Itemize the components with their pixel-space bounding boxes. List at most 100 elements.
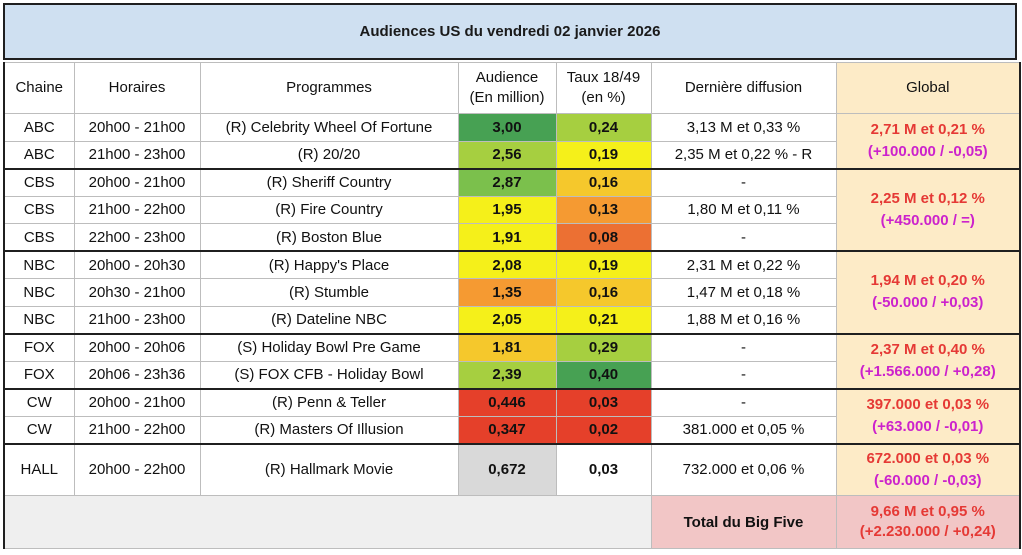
table-row: CBS 20h00 - 21h00 (R) Sheriff Country 2,… bbox=[3, 167, 1021, 252]
cell-horaires: 21h00 - 23h00 bbox=[73, 305, 201, 334]
cell-audience: 0,446 bbox=[457, 387, 557, 417]
cell-programme: (R) Fire Country bbox=[199, 195, 459, 224]
cell-taux: 0,24 bbox=[555, 113, 652, 142]
cell-chaine: CW bbox=[3, 387, 75, 417]
header-taux: Taux 18/49 (en %) bbox=[555, 62, 652, 114]
table-row: NBC 20h30 - 21h00 (R) Stumble 1,35 0,16 … bbox=[3, 278, 1020, 307]
cell-horaires: 20h00 - 20h06 bbox=[73, 332, 201, 362]
audience-table: Chaine Horaires Programmes Audience (En m… bbox=[3, 62, 1021, 549]
cell-chaine: CW bbox=[3, 415, 75, 444]
total-delta: (+2.230.000 / +0,24) bbox=[859, 523, 996, 540]
table-row: CBS 22h00 - 23h00 (R) Boston Blue 1,91 0… bbox=[3, 223, 1020, 252]
cell-audience: 2,39 bbox=[457, 360, 557, 389]
cell-chaine: NBC bbox=[3, 250, 75, 279]
footer-row: Total du Big Five 9,66 M et 0,95 % (+2.2… bbox=[3, 495, 1021, 549]
cell-taux: 0,02 bbox=[555, 415, 652, 444]
cell-programme: (R) Penn & Teller bbox=[199, 387, 459, 417]
header-taux-line1: Taux 18/49 bbox=[566, 69, 641, 86]
cell-derniere: 381.000 et 0,05 % bbox=[650, 415, 837, 444]
cell-horaires: 22h00 - 23h00 bbox=[73, 223, 201, 252]
total-main: 9,66 M et 0,95 % bbox=[870, 503, 985, 520]
cell-derniere: - bbox=[650, 387, 837, 417]
cell-global: 397.000 et 0,03 % (+63.000 / -0,01) bbox=[835, 387, 1021, 444]
cell-taux: 0,19 bbox=[555, 140, 652, 169]
global-delta: (-50.000 / +0,03) bbox=[872, 294, 984, 312]
cell-derniere: - bbox=[650, 167, 837, 197]
total-label: Total du Big Five bbox=[650, 495, 837, 549]
cell-global: 1,94 M et 0,20 % (-50.000 / +0,03) bbox=[835, 250, 1021, 334]
cell-horaires: 20h00 - 21h00 bbox=[73, 167, 201, 197]
cell-taux: 0,21 bbox=[555, 305, 652, 334]
cell-programme: (R) Sheriff Country bbox=[199, 167, 459, 197]
cell-global: 2,37 M et 0,40 % (+1.566.000 / +0,28) bbox=[835, 332, 1021, 389]
cell-programme: (R) Happy's Place bbox=[199, 250, 459, 279]
global-delta: (+1.566.000 / +0,28) bbox=[859, 363, 996, 380]
header-audience: Audience (En million) bbox=[457, 62, 557, 114]
cell-programme: (R) Celebrity Wheel Of Fortune bbox=[199, 113, 459, 142]
cell-chaine: NBC bbox=[3, 305, 75, 334]
global-main: 2,25 M et 0,12 % bbox=[870, 189, 985, 207]
footer-blank bbox=[3, 495, 652, 549]
cell-audience: 1,95 bbox=[457, 195, 557, 224]
global-main: 672.000 et 0,03 % bbox=[866, 449, 990, 467]
table-row: NBC 20h00 - 20h30 (R) Happy's Place 2,08… bbox=[3, 250, 1021, 334]
global-main: 397.000 et 0,03 % bbox=[866, 396, 990, 413]
cell-audience: 2,56 bbox=[457, 140, 557, 169]
header-taux-line2: (en %) bbox=[581, 89, 626, 106]
header-programmes: Programmes bbox=[199, 62, 459, 114]
header-row: Chaine Horaires Programmes Audience (En m… bbox=[3, 62, 1021, 114]
cell-programme: (R) Masters Of Illusion bbox=[199, 415, 459, 444]
table-row: ABC 21h00 - 23h00 (R) 20/20 2,56 0,19 2,… bbox=[3, 140, 1020, 169]
header-audience-line2: (En million) bbox=[469, 89, 545, 106]
cell-taux: 0,29 bbox=[555, 332, 652, 362]
table-row: CW 21h00 - 22h00 (R) Masters Of Illusion… bbox=[3, 415, 1020, 444]
cell-chaine: CBS bbox=[3, 195, 75, 224]
cell-taux: 0,16 bbox=[555, 167, 652, 197]
cell-global: 2,25 M et 0,12 % (+450.000 / =) bbox=[835, 167, 1021, 252]
cell-chaine: ABC bbox=[3, 140, 75, 169]
table-row: ABC 20h00 - 21h00 (R) Celebrity Wheel Of… bbox=[3, 113, 1021, 169]
cell-audience: 3,00 bbox=[457, 113, 557, 142]
cell-programme: (R) Boston Blue bbox=[199, 223, 459, 252]
cell-programme: (R) Dateline NBC bbox=[199, 305, 459, 334]
table-row: CW 20h00 - 21h00 (R) Penn & Teller 0,446… bbox=[3, 387, 1021, 444]
cell-derniere: 1,47 M et 0,18 % bbox=[650, 278, 837, 307]
cell-chaine: HALL bbox=[3, 442, 75, 496]
global-main: 1,94 M et 0,20 % bbox=[870, 272, 985, 290]
cell-chaine: CBS bbox=[3, 223, 75, 252]
cell-global: 2,71 M et 0,21 % (+100.000 / -0,05) bbox=[835, 113, 1021, 169]
cell-horaires: 20h00 - 21h00 bbox=[73, 113, 201, 142]
report-title: Audiences US du vendredi 02 janvier 2026 bbox=[3, 3, 1017, 60]
cell-audience: 1,91 bbox=[457, 223, 557, 252]
cell-audience: 1,35 bbox=[457, 278, 557, 307]
table-row: CBS 21h00 - 22h00 (R) Fire Country 1,95 … bbox=[3, 195, 1020, 224]
cell-taux: 0,19 bbox=[555, 250, 652, 279]
global-main: 2,71 M et 0,21 % bbox=[870, 120, 985, 138]
cell-derniere: 2,35 M et 0,22 % - R bbox=[650, 140, 837, 169]
cell-horaires: 20h00 - 21h00 bbox=[73, 387, 201, 417]
header-chaine: Chaine bbox=[3, 62, 75, 114]
cell-horaires: 21h00 - 22h00 bbox=[73, 415, 201, 444]
cell-taux: 0,03 bbox=[555, 387, 652, 417]
cell-chaine: ABC bbox=[3, 113, 75, 142]
cell-horaires: 20h06 - 23h36 bbox=[73, 360, 201, 389]
header-global: Global bbox=[835, 62, 1021, 114]
cell-chaine: FOX bbox=[3, 360, 75, 389]
global-delta: (-60.000 / -0,03) bbox=[873, 471, 982, 489]
cell-taux: 0,40 bbox=[555, 360, 652, 389]
cell-taux: 0,16 bbox=[555, 278, 652, 307]
cell-programme: (R) 20/20 bbox=[199, 140, 459, 169]
cell-chaine: CBS bbox=[3, 167, 75, 197]
cell-audience: 2,05 bbox=[457, 305, 557, 334]
global-delta: (+450.000 / =) bbox=[880, 211, 975, 229]
cell-derniere: 2,31 M et 0,22 % bbox=[650, 250, 837, 279]
cell-horaires: 20h30 - 21h00 bbox=[73, 278, 201, 307]
cell-audience: 2,08 bbox=[457, 250, 557, 279]
cell-audience: 1,81 bbox=[457, 332, 557, 362]
header-derniere: Dernière diffusion bbox=[650, 62, 837, 114]
cell-derniere: - bbox=[650, 360, 837, 389]
cell-audience: 2,87 bbox=[457, 167, 557, 197]
cell-derniere: - bbox=[650, 332, 837, 362]
cell-audience: 0,672 bbox=[457, 442, 557, 496]
